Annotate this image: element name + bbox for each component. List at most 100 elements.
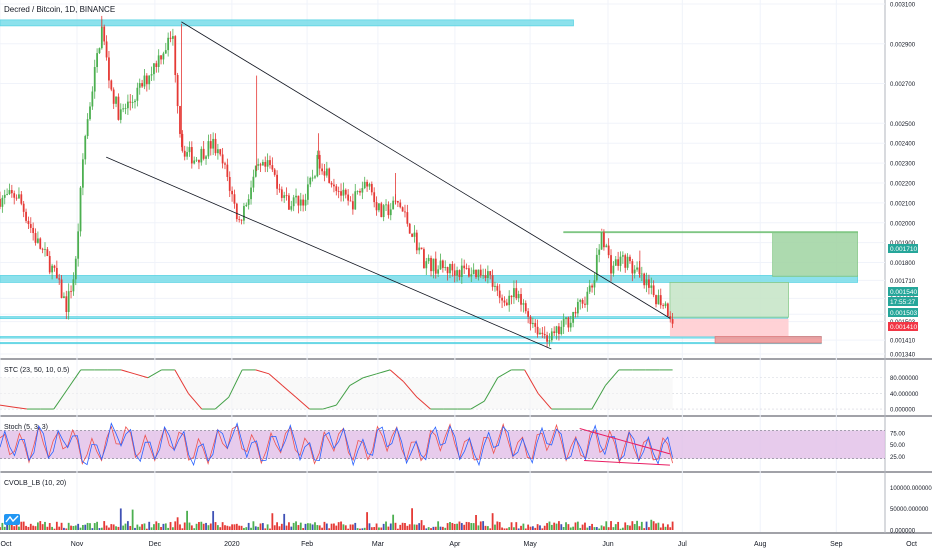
candle-body — [0, 198, 1, 207]
candle-body — [626, 256, 629, 268]
candle-body — [456, 270, 458, 276]
candle-body — [86, 119, 89, 137]
badge-0001710: 0.001710 — [888, 244, 918, 253]
volume-bar — [89, 523, 91, 530]
candle-body — [333, 184, 335, 187]
volume-bar — [456, 523, 458, 530]
candle-body — [491, 275, 494, 287]
candle-body — [13, 193, 16, 198]
volume-bar — [624, 522, 627, 530]
candle-body — [188, 147, 191, 153]
volume-bar — [636, 520, 638, 530]
candle-body — [356, 191, 359, 192]
cvol-label: CVOLB_LB (10, 20) — [4, 480, 66, 487]
volume-bar — [648, 527, 650, 530]
tradingview-logo-icon[interactable] — [4, 514, 20, 525]
candle-body — [103, 26, 106, 42]
candle-body — [340, 191, 342, 196]
volume-bar — [666, 524, 669, 530]
x-tick-label: Feb — [301, 541, 313, 548]
volume-bar — [162, 523, 165, 530]
candle-body — [77, 231, 80, 259]
volume-bar — [250, 527, 252, 530]
stoch-y-label: 75.00 — [890, 431, 906, 437]
candle-body — [354, 191, 357, 210]
candle-body — [513, 288, 515, 298]
candle-body — [193, 160, 196, 164]
volume-bar — [148, 521, 151, 530]
candle-body — [662, 305, 665, 307]
stc-segment — [255, 369, 270, 375]
stc-segment — [214, 396, 230, 410]
badge-countdown-text: 17:55:27 — [890, 299, 916, 306]
candle-body — [636, 267, 638, 270]
volume-bar — [176, 517, 179, 530]
candle-body — [541, 332, 544, 335]
resistance-zone-mid — [0, 275, 858, 283]
volume-bar — [299, 522, 302, 530]
candle-body — [363, 181, 366, 189]
volume-bar — [586, 527, 589, 530]
support-zone-3 — [0, 342, 822, 345]
volume-bar — [306, 523, 309, 530]
x-tick-label: Aug — [754, 541, 767, 548]
stc-y-label: 40.000000 — [890, 392, 919, 398]
volume-bar — [593, 527, 596, 530]
volume-bar — [214, 522, 217, 530]
candle-body — [325, 168, 328, 176]
volume-bar — [335, 525, 338, 530]
volume-bar — [195, 523, 198, 530]
volume-bar — [378, 527, 380, 530]
volume-bar — [79, 527, 82, 530]
x-tick-label: Apr — [449, 541, 461, 548]
volume-bar — [271, 513, 274, 530]
stc-segment — [363, 373, 377, 379]
volume-bar — [231, 524, 233, 530]
candle-body — [63, 296, 65, 298]
volume-bar — [160, 526, 162, 530]
candle-body — [515, 288, 518, 299]
volume-bar — [579, 527, 582, 530]
volume-bar — [529, 526, 532, 530]
candle-body — [399, 202, 402, 208]
candle-body — [231, 190, 233, 195]
y-tick-label: 0.001340 — [890, 353, 916, 359]
candle-body — [176, 75, 179, 107]
volume-bar — [138, 526, 141, 530]
candle-body — [3, 194, 6, 198]
candle-body — [67, 291, 70, 312]
volume-bar — [553, 522, 556, 530]
candle-body — [522, 303, 525, 305]
stc-segment — [604, 369, 620, 386]
candle-body — [316, 154, 319, 177]
volume-bar — [524, 528, 527, 530]
candle-body — [406, 212, 409, 224]
candle-body — [266, 160, 269, 167]
volume-bar — [297, 525, 300, 530]
volume-bar — [238, 525, 241, 530]
badge-0001503-text: 0.001503 — [890, 310, 917, 317]
volume-bar — [453, 523, 456, 530]
candle-body — [572, 311, 575, 323]
candle-body — [664, 303, 667, 307]
candle-body — [138, 83, 141, 88]
candle-body — [444, 267, 447, 268]
x-tick-label: Oct — [1, 541, 12, 548]
volume-bar — [342, 524, 345, 530]
candle-body — [276, 174, 278, 189]
volume-bar — [98, 528, 101, 530]
candle-body — [190, 147, 193, 164]
volume-bar — [347, 528, 350, 530]
candle-body — [53, 265, 56, 268]
volume-bar — [51, 526, 54, 530]
volume-bar — [380, 527, 383, 530]
volume-bar — [603, 526, 605, 530]
volume-bar — [209, 523, 212, 530]
volume-bar — [337, 522, 340, 530]
volume-bar — [126, 521, 129, 530]
volume-bar — [404, 523, 406, 530]
candle-body — [382, 205, 385, 218]
volume-bar — [164, 523, 167, 530]
candle-body — [124, 108, 127, 109]
